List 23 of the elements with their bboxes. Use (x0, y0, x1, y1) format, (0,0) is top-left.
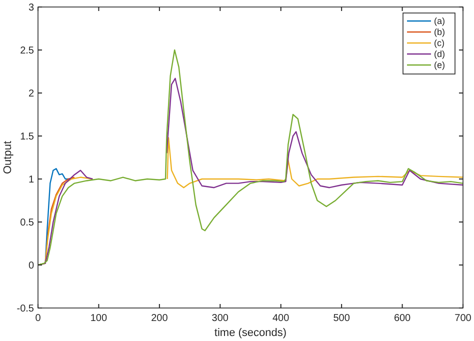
x-tick-label: 300 (212, 313, 229, 324)
y-axis-title: Output (2, 140, 14, 174)
x-axis-title: time (seconds) (214, 327, 287, 339)
y-tick-label: 1.5 (20, 132, 34, 142)
x-tick-label: 700 (454, 313, 472, 324)
x-tick-label: 200 (151, 313, 168, 324)
x-tick-label: 100 (90, 313, 108, 324)
x-tick-label: 0 (35, 313, 42, 324)
y-tick-label: 3 (28, 2, 34, 14)
y-tick-label: 0.5 (20, 218, 34, 228)
legend-label: (c) (434, 38, 444, 48)
legend-label: (e) (434, 60, 445, 70)
y-tick-label: 2 (28, 88, 34, 100)
x-tick-label: 400 (272, 313, 290, 324)
legend-label: (a) (434, 16, 445, 26)
y-tick-label: -0.5 (16, 304, 34, 314)
x-tick-label: 500 (333, 313, 350, 324)
x-tick-label: 600 (394, 313, 412, 324)
legend-label: (d) (434, 49, 445, 59)
y-tick-label: 2.5 (20, 46, 34, 56)
legend-label: (b) (434, 27, 445, 37)
y-tick-label: 0 (28, 260, 34, 272)
y-tick-label: 1 (28, 174, 34, 186)
